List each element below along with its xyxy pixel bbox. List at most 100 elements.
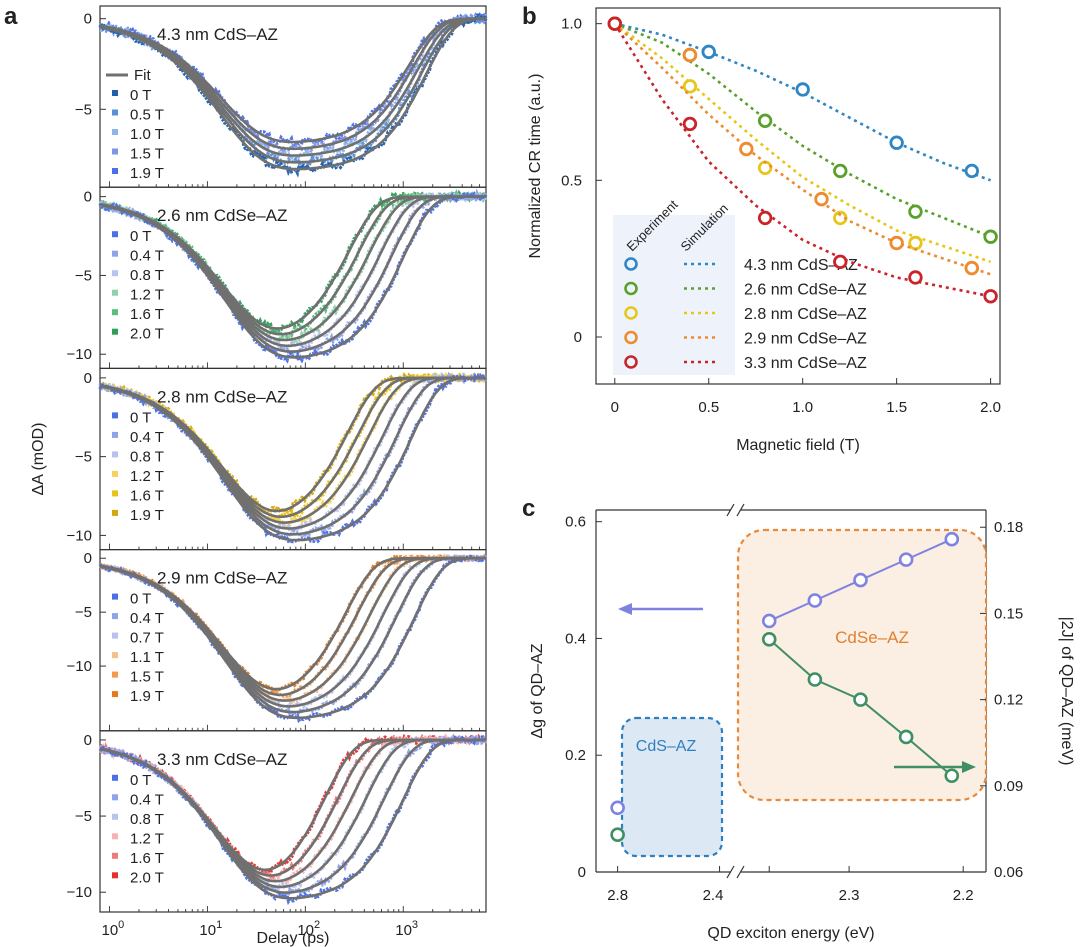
- simulation-line: [614, 22, 992, 264]
- data-point: [757, 113, 773, 129]
- y-tick-label: 0.5: [561, 172, 582, 189]
- y-tick-label: 0: [84, 550, 92, 567]
- legend-marker: [112, 774, 118, 781]
- x-axis-label: QD exciton energy (eV): [707, 925, 874, 942]
- simulation-line: [614, 22, 992, 182]
- data-point: [853, 692, 868, 707]
- legend-marker: [112, 250, 118, 257]
- legend-marker: [624, 355, 638, 369]
- data-point: [908, 204, 923, 219]
- legend-label: 0.4 T: [130, 248, 164, 265]
- data-point: [610, 800, 625, 816]
- legend-marker: [112, 613, 118, 620]
- legend-marker: [112, 833, 118, 840]
- legend-label: 1.9 T: [130, 688, 164, 705]
- legend-marker: [624, 306, 638, 320]
- legend-marker: [112, 168, 118, 174]
- legend-label: 0 T: [130, 772, 151, 789]
- legend-marker: [112, 289, 118, 296]
- legend-marker: [112, 470, 118, 477]
- cds-box: [620, 716, 724, 858]
- legend-marker: [112, 309, 118, 316]
- legend-label: 1.5 T: [130, 146, 164, 163]
- data-point: [795, 82, 810, 97]
- legend-label: 1.2 T: [130, 468, 164, 485]
- y-right-tick-label: 0.18: [994, 519, 1023, 536]
- data-point: [833, 254, 848, 269]
- data-point: [757, 210, 773, 226]
- data-point: [983, 229, 998, 244]
- subplot-title: 2.8 nm CdSe–AZ: [157, 387, 287, 406]
- data-point: [889, 235, 904, 251]
- y-left-tick-label: 0: [578, 864, 586, 881]
- y-tick-label: 0: [574, 329, 582, 346]
- axis-break-mark: [726, 865, 735, 879]
- legend-label: 0.8 T: [130, 448, 164, 465]
- legend-marker: [624, 281, 638, 296]
- data-point: [898, 552, 914, 567]
- y-tick-label: −5: [75, 808, 92, 825]
- legend-label: 2.0 T: [130, 869, 164, 886]
- legend-label: 0.4 T: [130, 791, 164, 808]
- subplot-4: 0 −5 −10 2.9 nm CdSe–AZ 0 T 0.4 T 0.7 T 1.1 T 1.…: [67, 548, 488, 732]
- y-right-tick-label: 0.06: [994, 864, 1023, 881]
- y-tick-label: −10: [67, 658, 92, 675]
- legend-fit-label: Fit: [134, 67, 151, 84]
- y-tick-label: −10: [67, 884, 92, 901]
- data-point: [739, 141, 754, 157]
- legend-label: 0.8 T: [130, 267, 164, 284]
- subplot-5: 0 −5 −10 3.3 nm CdSe–AZ 0 T 0.4 T 0.8 T 1.2 T 1.…: [67, 730, 488, 913]
- x-tick-label: 2.8: [607, 887, 628, 904]
- legend-marker: [112, 431, 118, 438]
- legend-label: 2.8 nm CdSe–AZ: [744, 306, 867, 323]
- x-axis-label: Magnetic field (T): [736, 437, 860, 454]
- data-point: [682, 116, 698, 132]
- legend-label: 0.4 T: [130, 610, 164, 627]
- data-trace: [99, 371, 487, 516]
- subplot-1: 0 −5 4.3 nm CdS–AZ Fit 0 T 0.5 T 1.0 T 1.5 T 1.9…: [75, 5, 488, 188]
- legend-marker: [112, 593, 118, 600]
- panel-c: CdSe–AZ CdS–AZ 0 0.2 0.4 0.6 0.06 0.09 0.12 0.15 0…: [529, 503, 1075, 942]
- legend-marker: [624, 330, 638, 345]
- legend-marker: [112, 451, 118, 458]
- data-point: [761, 613, 777, 629]
- legend-label: 0 T: [130, 228, 151, 245]
- legend-marker: [112, 270, 118, 277]
- x-tick-label: 2.0: [980, 399, 1001, 416]
- legend-label: 0.7 T: [130, 630, 164, 647]
- data-point: [908, 270, 923, 285]
- legend-marker: [112, 129, 118, 135]
- y-right-tick-label: 0.12: [994, 692, 1023, 709]
- panel-letter-b: b: [522, 3, 537, 30]
- panel-a: 0 −5 4.3 nm CdS–AZ Fit 0 T 0.5 T 1.0 T 1.5 T 1.9…: [30, 5, 488, 947]
- simulation-line: [614, 22, 992, 238]
- legend-label: 0.4 T: [130, 429, 164, 446]
- y-tick-label: −5: [75, 101, 92, 118]
- legend-label: 0 T: [130, 591, 151, 608]
- legend-marker: [112, 509, 118, 516]
- fit-curve: [99, 556, 486, 720]
- x-tick-label: 1.5: [886, 399, 907, 416]
- data-point: [944, 768, 960, 784]
- left-axis-arrow: [618, 603, 703, 615]
- legend-label: 1.6 T: [130, 306, 164, 323]
- legend-marker: [112, 109, 118, 116]
- y-left-tick-label: 0.2: [565, 747, 586, 764]
- x-tick-label: 100: [101, 919, 124, 939]
- y-tick-label: −10: [67, 346, 92, 363]
- axis-break-mark: [736, 865, 745, 879]
- legend-label: 0.5 T: [130, 107, 164, 124]
- legend-marker: [112, 148, 118, 155]
- y-tick-label: 0: [84, 189, 92, 206]
- data-point: [607, 16, 622, 31]
- data-point: [807, 672, 823, 687]
- legend-label: 1.2 T: [130, 830, 164, 847]
- data-point: [898, 729, 914, 745]
- right-axis-arrow: [894, 761, 976, 773]
- legend-label: 1.6 T: [130, 850, 164, 867]
- data-point: [833, 163, 848, 179]
- legend-label: 1.2 T: [130, 287, 164, 304]
- subplot-3: 0 −5 −10 2.8 nm CdSe–AZ 0 T 0.4 T 0.8 T 1.2 T 1.…: [67, 367, 488, 551]
- simulation-line: [613, 22, 992, 276]
